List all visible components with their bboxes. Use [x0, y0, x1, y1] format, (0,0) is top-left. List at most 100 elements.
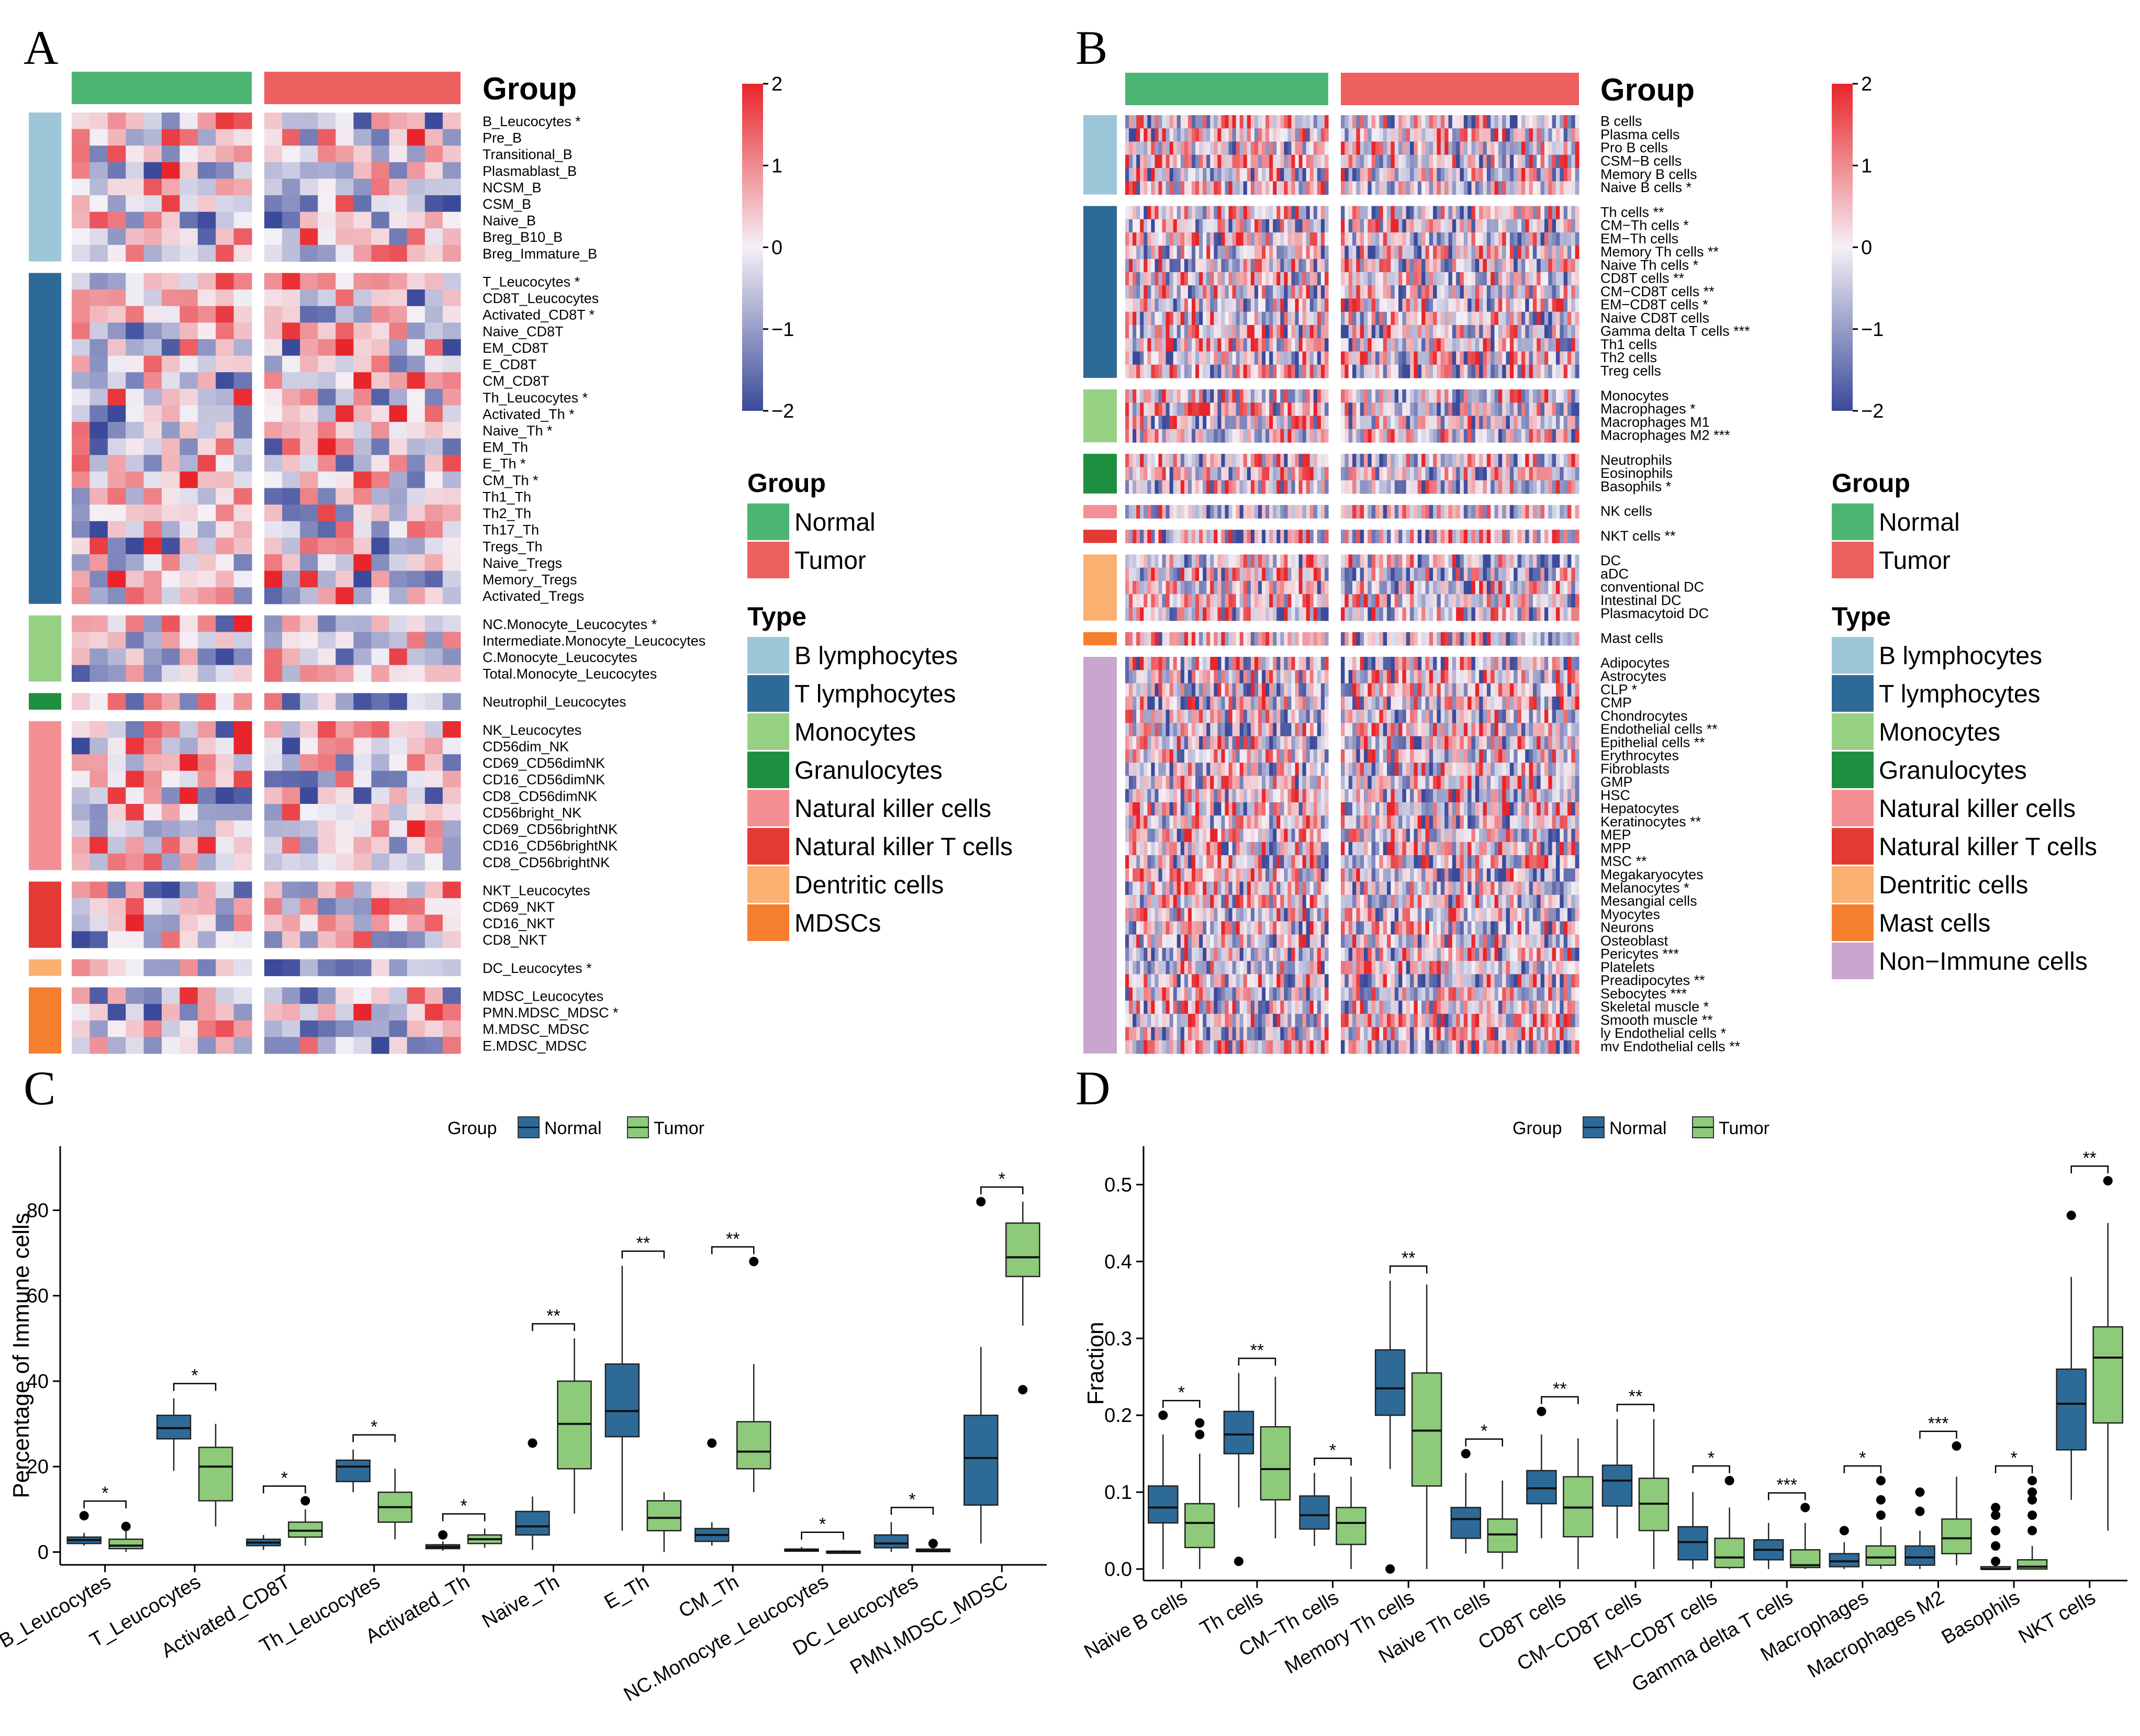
heatmap-row-label: CM−CD8T cells ** [1600, 284, 1715, 299]
boxplot-legend-title: Group [1512, 1118, 1562, 1138]
box-normal [1148, 1485, 1179, 1524]
outlier-point [1537, 1406, 1547, 1416]
heatmap-row-label: Epithelial cells ** [1600, 734, 1705, 750]
heatmap-row-label: Neutrophil_Leucocytes [483, 694, 626, 710]
heatmap-row-label: Memory B cells [1600, 166, 1697, 182]
y-tick-label: 80 [27, 1200, 49, 1222]
heatmap-row-label: NK cells [1600, 503, 1652, 519]
heatmap-row-label: Total.Monocyte_Leucocytes [483, 666, 657, 682]
legend-group-title: Group [747, 468, 826, 498]
heatmap-row-label: B_Leucocytes * [483, 114, 581, 129]
colorbar-tick-label: −2 [1861, 400, 1884, 422]
outlier-point [1915, 1506, 1925, 1516]
outlier-point [2066, 1211, 2076, 1220]
box-tumor [1865, 1545, 1897, 1566]
significance-bracket [1541, 1396, 1579, 1404]
heatmap-row-label: DC_Leucocytes * [483, 960, 592, 976]
box-tumor [1487, 1518, 1518, 1553]
outlier-point [1158, 1410, 1168, 1420]
heatmap-row-label: CD8_CD56dimNK [483, 788, 597, 804]
outlier-point [1018, 1385, 1028, 1395]
heatmap-row-label: EM_CD8T [483, 340, 548, 356]
outlier-point [1876, 1510, 1886, 1520]
heatmap-row-label: CD16_CD56dimNK [483, 772, 605, 788]
y-tick-label: 40 [27, 1371, 49, 1393]
outlier-point [1876, 1495, 1886, 1505]
box-normal [2056, 1368, 2087, 1451]
outlier-point [2103, 1176, 2113, 1186]
heatmap-row-label: aDC [1600, 566, 1629, 581]
box-tumor [288, 1521, 323, 1538]
y-tick-label: 0.1 [1104, 1482, 1132, 1504]
heatmap-row-label: Macrophages M1 [1600, 414, 1710, 430]
heatmap-row-label: CSM_B [483, 196, 531, 212]
type-annotation-bar [29, 615, 61, 682]
outlier-point [1952, 1441, 1962, 1451]
heatmap-row-label: Eosinophils [1600, 465, 1673, 481]
box-tumor [646, 1500, 682, 1531]
legend-type-label: Mast cells [1879, 910, 1990, 937]
legend-group-label: Normal [1879, 509, 1960, 536]
colorbar-tick-label: −2 [771, 400, 794, 422]
significance-bracket [442, 1513, 486, 1521]
box-normal [1526, 1470, 1557, 1505]
heatmap-row-label: Th1 cells [1600, 337, 1657, 352]
legend-type-label: Non−Immune cells [1879, 948, 2088, 976]
legend-type-label: Dentritic cells [794, 871, 944, 899]
significance-label: * [1859, 1448, 1866, 1468]
heatmap-row-label: CD16_NKT [483, 916, 555, 932]
legend-swatch [747, 637, 789, 674]
heatmap-row-label: Transitional_B [483, 147, 573, 162]
significance-bracket [801, 1531, 844, 1540]
colorbar-tick-label: 2 [771, 73, 782, 95]
heatmap-row-label: DC [1600, 553, 1621, 568]
legend-type-label: Natural killer cells [794, 795, 991, 823]
heatmap-row-label: C.Monocyte_Leucocytes [483, 649, 637, 665]
outlier-point [1461, 1449, 1471, 1459]
box-normal [156, 1415, 192, 1440]
heatmap-row-label: Hepatocytes [1600, 801, 1679, 816]
legend-swatch [1832, 752, 1874, 788]
outlier-point [1991, 1541, 2001, 1551]
heatmap-row-label: PMN.MDSC_MDSC * [483, 1005, 619, 1021]
significance-label: ** [726, 1229, 740, 1249]
heatmap-row-label: Pro B cells [1600, 140, 1668, 155]
type-annotation-bar [1083, 454, 1117, 494]
legend-swatch [1832, 828, 1874, 865]
significance-label: * [2010, 1448, 2017, 1468]
heatmap-row-label: Th_Leucocytes * [483, 390, 588, 406]
box-tumor [1411, 1372, 1442, 1487]
legend-group-label: Normal [794, 509, 876, 536]
outlier-point [749, 1257, 759, 1267]
heatmap-row-label: Preadipocytes ** [1600, 972, 1705, 988]
outlier-point [121, 1521, 131, 1531]
legend-group-label: Tumor [1879, 547, 1951, 575]
significance-label: * [1708, 1448, 1715, 1468]
heatmap-row-label: CD16_CD56brightNK [483, 838, 618, 854]
x-tick-label: E_Th [601, 1571, 653, 1614]
heatmap-row-label: Megakaryocytes [1600, 867, 1704, 882]
box-tumor [1005, 1222, 1040, 1278]
box-normal [1299, 1495, 1330, 1530]
heatmap-row-label: Naive_CD8T [483, 323, 564, 339]
heatmap-row-label: Th2_Th [483, 506, 531, 521]
significance-label: * [1329, 1440, 1336, 1460]
significance-label: * [371, 1417, 377, 1437]
heatmap-row-label: Plasmablast_B [483, 163, 577, 179]
outlier-point [1839, 1526, 1849, 1536]
colorbar [1832, 84, 1853, 411]
outlier-point [1876, 1476, 1886, 1486]
significance-bracket [1465, 1438, 1504, 1447]
heatmap-row-label: Pericytes *** [1600, 946, 1679, 962]
heatmap-row-label: Naive_Th * [483, 423, 553, 439]
heatmap-row-label: E.MDSC_MDSC [483, 1038, 587, 1054]
box-normal [604, 1363, 640, 1438]
legend-type-label: Granulocytes [794, 757, 943, 785]
significance-bracket [711, 1246, 755, 1255]
significance-bracket [1692, 1465, 1730, 1474]
box-normal [1829, 1553, 1860, 1567]
heatmap-row-label: Osteoblast [1600, 933, 1668, 948]
heatmap-row-label: Pre_B [483, 130, 522, 146]
significance-bracket [352, 1434, 396, 1442]
